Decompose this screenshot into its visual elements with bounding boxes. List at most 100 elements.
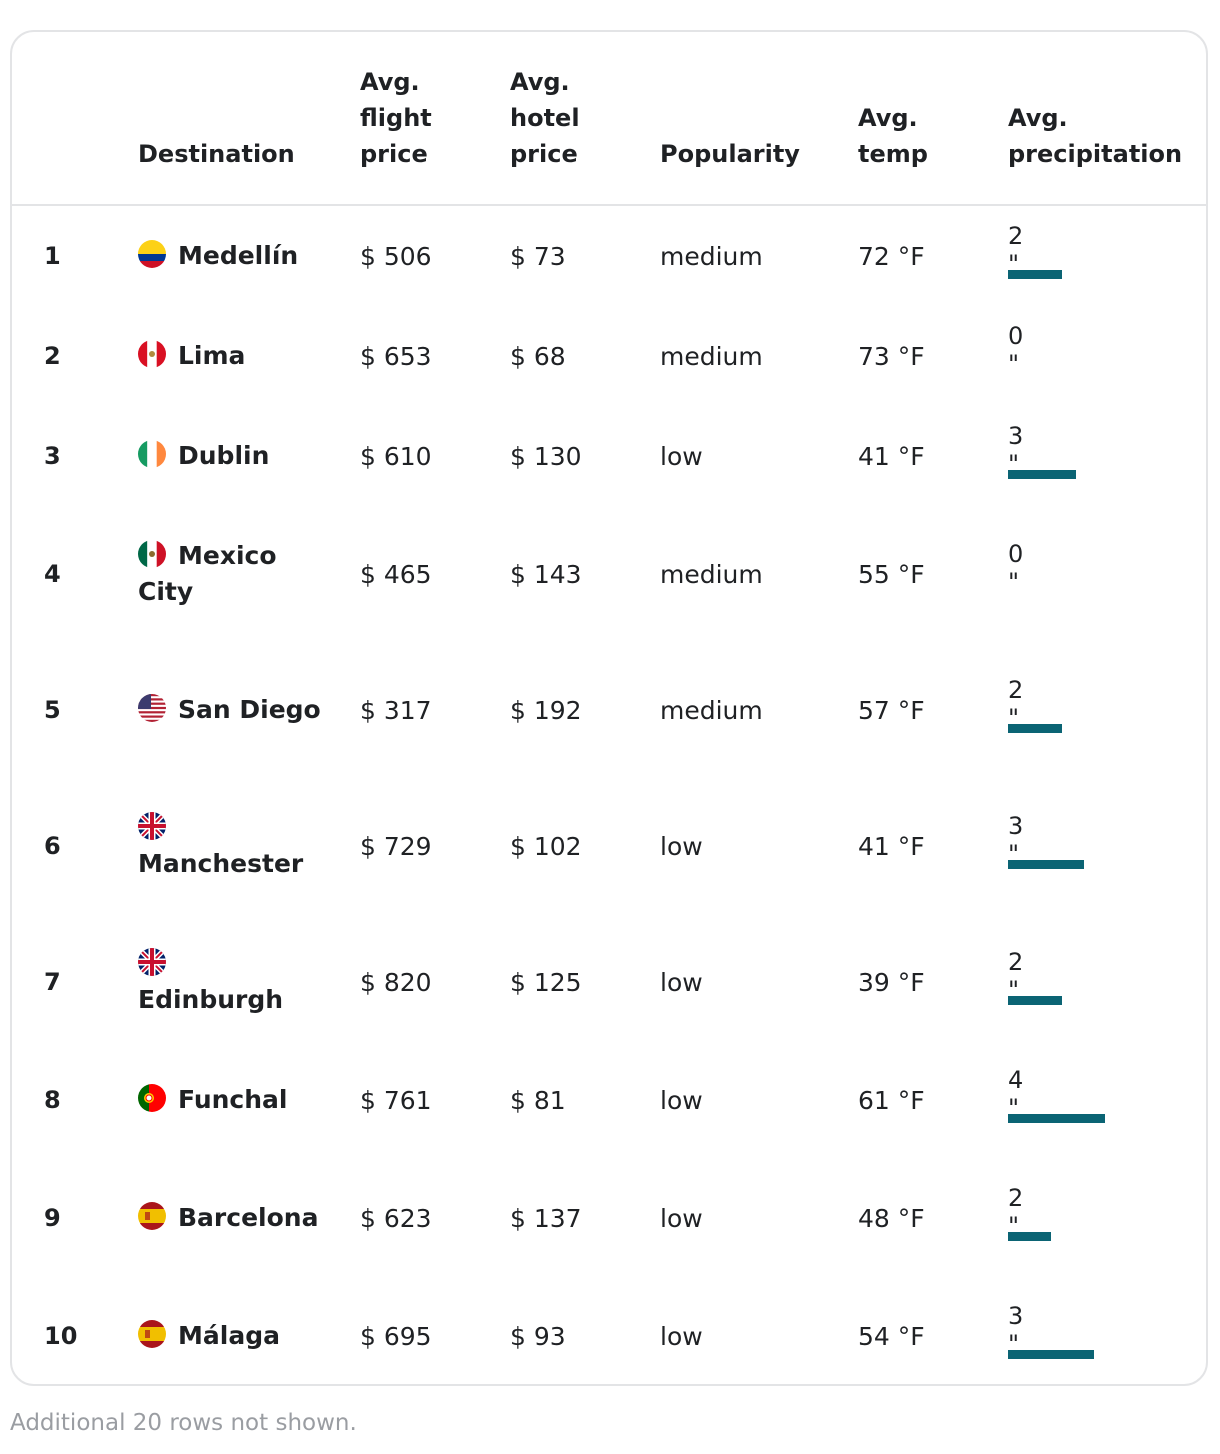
- table-row[interactable]: 6 Manchester $ 729 $ 102 low 41 °F 3 ": [12, 778, 1206, 914]
- precipitation-value: 2 ": [1008, 948, 1024, 1004]
- table-row[interactable]: 8 Funchal $ 761 $ 81 low 61 °F 4 ": [12, 1050, 1206, 1150]
- city-name: Edinburgh: [138, 985, 284, 1014]
- temperature-value: 57 °F: [858, 695, 925, 725]
- hotel-price: $ 73: [510, 241, 566, 271]
- precipitation-value: 0 ": [1008, 540, 1024, 596]
- flight-price: $ 761: [360, 1085, 432, 1115]
- header-temp[interactable]: Avg. temp: [858, 104, 928, 168]
- table-row[interactable]: 5 San Diego $ 317 $ 192 medium 57 °F 2 ": [12, 642, 1206, 778]
- rank-number: 3: [44, 442, 61, 470]
- hotel-price: $ 93: [510, 1321, 566, 1351]
- destination-cell[interactable]: Manchester: [138, 778, 323, 914]
- popularity-value: low: [660, 967, 703, 997]
- hotel-price: $ 102: [510, 831, 582, 861]
- destination-cell[interactable]: Barcelona: [138, 1150, 323, 1286]
- precipitation-bar: [1008, 1350, 1094, 1359]
- destination-cell[interactable]: Dublin: [138, 406, 323, 506]
- precipitation-bar: [1008, 270, 1062, 279]
- flight-price: $ 623: [360, 1203, 432, 1233]
- destination-cell[interactable]: Medellín: [138, 206, 323, 306]
- rank-number: 10: [44, 1322, 78, 1350]
- temperature-value: 41 °F: [858, 831, 925, 861]
- precipitation-value: 4 ": [1008, 1066, 1024, 1122]
- rank-number: 7: [44, 968, 61, 996]
- city-name: San Diego: [178, 695, 321, 724]
- destination-cell[interactable]: Mexico City: [138, 506, 323, 642]
- popularity-value: low: [660, 1085, 703, 1115]
- destination-cell[interactable]: San Diego: [138, 642, 323, 778]
- popularity-value: low: [660, 831, 703, 861]
- destinations-table: Destination Avg. flight price Avg. hotel…: [10, 30, 1208, 1386]
- destination-cell[interactable]: Funchal: [138, 1050, 323, 1150]
- hotel-price: $ 137: [510, 1203, 582, 1233]
- rank-number: 1: [44, 242, 61, 270]
- header-destination[interactable]: Destination: [138, 140, 295, 168]
- flight-price: $ 506: [360, 241, 432, 271]
- popularity-value: medium: [660, 695, 763, 725]
- flight-price: $ 465: [360, 559, 432, 589]
- header-popularity[interactable]: Popularity: [660, 140, 800, 168]
- popularity-value: low: [660, 1321, 703, 1351]
- usa-flag-icon: [138, 694, 166, 722]
- spain-flag-icon: [138, 1320, 166, 1348]
- destination-cell[interactable]: Lima: [138, 306, 323, 406]
- table-row[interactable]: 2 Lima $ 653 $ 68 medium 73 °F 0 ": [12, 306, 1206, 406]
- rank-number: 9: [44, 1204, 61, 1232]
- hotel-price: $ 143: [510, 559, 582, 589]
- city-name: Barcelona: [178, 1203, 319, 1232]
- precipitation-bar: [1008, 724, 1062, 733]
- table-row[interactable]: 4 Mexico City $ 465 $ 143 medium 55 °F 0 ": [12, 506, 1206, 642]
- temperature-value: 48 °F: [858, 1203, 925, 1233]
- flight-price: $ 820: [360, 967, 432, 997]
- rank-number: 5: [44, 696, 61, 724]
- popularity-value: low: [660, 1203, 703, 1233]
- precipitation-value: 3 ": [1008, 422, 1024, 478]
- header-precipitation[interactable]: Avg. precipitation: [1008, 104, 1183, 168]
- header-flight-price[interactable]: Avg. flight price: [360, 68, 432, 168]
- uk-flag-icon: [138, 948, 166, 976]
- table-row[interactable]: 3 Dublin $ 610 $ 130 low 41 °F 3 ": [12, 406, 1206, 506]
- table-row[interactable]: 10 Málaga $ 695 $ 93 low 54 °F 3 ": [12, 1286, 1206, 1384]
- precipitation-bar: [1008, 1114, 1105, 1123]
- table-row[interactable]: 7 Edinburgh $ 820 $ 125 low 39 °F 2 ": [12, 914, 1206, 1050]
- rank-number: 6: [44, 832, 61, 860]
- precipitation-value: 0 ": [1008, 322, 1024, 378]
- rank-number: 8: [44, 1086, 61, 1114]
- hotel-price: $ 192: [510, 695, 582, 725]
- table-row[interactable]: 1 Medellín $ 506 $ 73 medium 72 °F 2 ": [12, 206, 1206, 306]
- precipitation-bar: [1008, 470, 1076, 479]
- precipitation-bar: [1008, 996, 1062, 1005]
- hotel-price: $ 81: [510, 1085, 566, 1115]
- city-name: Málaga: [178, 1321, 280, 1350]
- hotel-price: $ 130: [510, 441, 582, 471]
- temperature-value: 61 °F: [858, 1085, 925, 1115]
- precipitation-value: 2 ": [1008, 676, 1024, 732]
- temperature-value: 73 °F: [858, 341, 925, 371]
- precipitation-bar: [1008, 1232, 1051, 1241]
- table-row[interactable]: 9 Barcelona $ 623 $ 137 low 48 °F 2 ": [12, 1150, 1206, 1286]
- temperature-value: 72 °F: [858, 241, 925, 271]
- header-hotel-price[interactable]: Avg. hotel price: [510, 68, 580, 168]
- flight-price: $ 317: [360, 695, 432, 725]
- flight-price: $ 610: [360, 441, 432, 471]
- city-name: Medellín: [178, 241, 299, 270]
- colombia-flag-icon: [138, 240, 166, 268]
- peru-flag-icon: [138, 340, 166, 368]
- popularity-value: medium: [660, 341, 763, 371]
- temperature-value: 54 °F: [858, 1321, 925, 1351]
- city-name: Mexico City: [138, 541, 277, 606]
- flight-price: $ 695: [360, 1321, 432, 1351]
- portugal-flag-icon: [138, 1084, 166, 1112]
- flight-price: $ 729: [360, 831, 432, 861]
- spain-flag-icon: [138, 1202, 166, 1230]
- popularity-value: low: [660, 441, 703, 471]
- city-name: Funchal: [178, 1085, 288, 1114]
- destination-cell[interactable]: Málaga: [138, 1286, 323, 1384]
- hotel-price: $ 125: [510, 967, 582, 997]
- temperature-value: 55 °F: [858, 559, 925, 589]
- mexico-flag-icon: [138, 540, 166, 568]
- precipitation-bar: [1008, 860, 1084, 869]
- precipitation-value: 3 ": [1008, 812, 1024, 868]
- temperature-value: 41 °F: [858, 441, 925, 471]
- destination-cell[interactable]: Edinburgh: [138, 914, 323, 1050]
